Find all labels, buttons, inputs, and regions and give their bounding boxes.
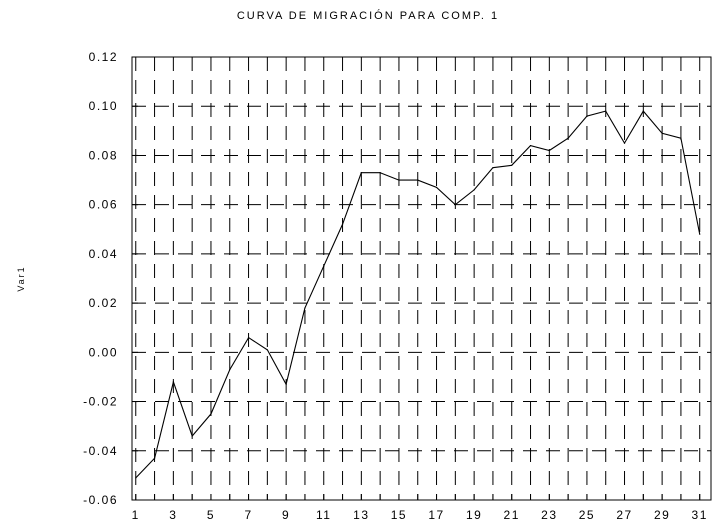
y-tick-label: 0.08	[89, 148, 118, 162]
x-tick-label: 23	[541, 508, 557, 522]
x-tick-label: 7	[244, 508, 252, 522]
x-tick-label: 31	[692, 508, 708, 522]
series-group	[135, 110, 701, 479]
y-tick-label: -0.06	[83, 493, 118, 507]
data-point	[323, 265, 325, 267]
x-tick-label: 29	[654, 508, 670, 522]
data-point	[153, 457, 156, 459]
x-tick-label: 3	[169, 508, 177, 522]
x-tick-label: 15	[391, 508, 407, 522]
y-tick-label: 0.10	[89, 99, 118, 113]
x-tick-label: 5	[207, 508, 215, 522]
y-tick-labels: -0.06 -0.04 -0.02 0.00 0.02 0.04 0.06 0.08 0.10 0…	[83, 50, 118, 507]
data-point	[172, 381, 174, 383]
data-point	[623, 142, 626, 144]
data-point	[454, 204, 456, 206]
data-point	[360, 172, 362, 174]
data-point	[229, 368, 231, 371]
x-tick-label: 17	[428, 508, 444, 522]
x-tick-label: 11	[316, 508, 331, 522]
data-point	[379, 172, 381, 174]
data-point	[605, 110, 607, 112]
x-tick-labels: 1 3 5 7 9 11 13 15 17 19 21 23 25 27 29 31	[132, 508, 708, 522]
data-point	[567, 137, 569, 139]
data-point	[304, 307, 306, 309]
data-point	[341, 223, 344, 225]
data-point	[398, 179, 400, 181]
x-tick-label: 1	[132, 508, 140, 522]
data-point	[642, 110, 644, 112]
tick-marks	[132, 56, 701, 501]
y-tick-label: 0.00	[89, 345, 118, 359]
data-point	[586, 115, 588, 117]
y-tick-label: -0.04	[83, 444, 118, 458]
x-tick-label: 25	[579, 508, 595, 522]
grid-lines	[132, 57, 711, 500]
chart-title: CURVA DE MIGRACIÓN PARA COMP. 1	[237, 9, 499, 22]
y-tick-label: 0.02	[89, 296, 118, 310]
data-point	[191, 435, 193, 437]
data-point	[435, 186, 438, 189]
y-tick-label: 0.04	[89, 247, 118, 261]
x-tick-label: 13	[353, 508, 369, 522]
y-tick-label: 0.06	[89, 198, 118, 212]
x-tick-label: 19	[466, 508, 482, 522]
data-point	[210, 413, 212, 415]
data-point	[135, 477, 137, 479]
x-tick-label: 21	[504, 508, 520, 522]
data-point	[247, 336, 250, 339]
data-point	[285, 383, 287, 385]
y-tick-label: -0.02	[83, 395, 118, 409]
data-point	[548, 149, 550, 152]
y-tick-label: 0.12	[89, 50, 118, 64]
data-point	[417, 179, 419, 181]
data-point	[699, 233, 701, 235]
data-point	[492, 167, 494, 169]
data-point	[661, 132, 663, 134]
y-axis-label: Var1	[16, 265, 26, 291]
data-point	[266, 349, 268, 351]
data-point	[529, 145, 532, 147]
x-tick-label: 27	[616, 508, 632, 522]
plot-frame	[131, 56, 712, 501]
x-tick-label: 9	[282, 508, 290, 522]
data-point	[680, 137, 682, 139]
data-point	[473, 189, 475, 191]
data-point	[511, 164, 513, 166]
y-axis-label-group: Var1	[16, 265, 26, 291]
